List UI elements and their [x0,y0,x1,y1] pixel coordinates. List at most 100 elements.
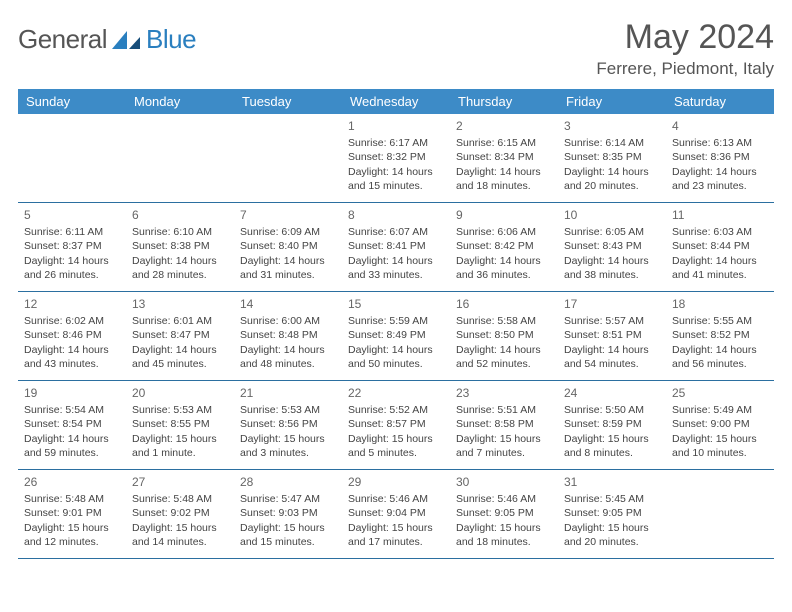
calendar-cell: 1Sunrise: 6:17 AMSunset: 8:32 PMDaylight… [342,114,450,202]
day-number: 9 [456,207,552,223]
sunset-text: Sunset: 8:52 PM [672,328,768,342]
sunrise-text: Sunrise: 5:47 AM [240,492,336,506]
sunrise-text: Sunrise: 5:46 AM [456,492,552,506]
daylight-text: Daylight: 14 hours and 38 minutes. [564,254,660,282]
calendar-cell: 8Sunrise: 6:07 AMSunset: 8:41 PMDaylight… [342,203,450,291]
daylight-text: Daylight: 14 hours and 18 minutes. [456,165,552,193]
calendar-cell: 18 Sunrise: 5:55 AMSunset: 8:52 PMDayligh… [666,292,774,380]
sunrise-text: Sunrise: 6:05 AM [564,225,660,239]
day-number: 3 [564,118,660,134]
header: General Blue May 2024 Ferrere, Piedmont,… [18,18,774,79]
day-header: Sunday [18,89,126,114]
sunrise-text: Sunrise: 5:48 AM [24,492,120,506]
sunset-text: Sunset: 8:57 PM [348,417,444,431]
day-number: 1 [348,118,444,134]
daylight-text: Daylight: 14 hours and 52 minutes. [456,343,552,371]
sunset-text: Sunset: 8:37 PM [24,239,120,253]
sunset-text: Sunset: 8:38 PM [132,239,228,253]
day-number: 18 [672,296,768,312]
daylight-text: Daylight: 14 hours and 59 minutes. [24,432,120,460]
sunrise-text: Sunrise: 6:00 AM [240,314,336,328]
calendar-cell: 22Sunrise: 5:52 AMSunset: 8:57 PMDayligh… [342,381,450,469]
sunrise-text: Sunrise: 6:10 AM [132,225,228,239]
sunrise-text: Sunrise: 5:45 AM [564,492,660,506]
day-number: 7 [240,207,336,223]
calendar-cell: 25Sunrise: 5:49 AMSunset: 9:00 PMDayligh… [666,381,774,469]
calendar-cell: 19Sunrise: 5:54 AMSunset: 8:54 PMDayligh… [18,381,126,469]
calendar-cell: 23Sunrise: 5:51 AMSunset: 8:58 PMDayligh… [450,381,558,469]
title-block: May 2024 Ferrere, Piedmont, Italy [596,18,774,79]
calendar-cell: 5Sunrise: 6:11 AMSunset: 8:37 PMDaylight… [18,203,126,291]
day-number: 17 [564,296,660,312]
sunset-text: Sunset: 8:36 PM [672,150,768,164]
calendar-cell-empty [18,114,126,202]
daylight-text: Daylight: 14 hours and 45 minutes. [132,343,228,371]
page-title: May 2024 [596,18,774,57]
sunset-text: Sunset: 8:59 PM [564,417,660,431]
sunrise-text: Sunrise: 5:50 AM [564,403,660,417]
page-location: Ferrere, Piedmont, Italy [596,59,774,79]
daylight-text: Daylight: 15 hours and 18 minutes. [456,521,552,549]
calendar-cell: 14Sunrise: 6:00 AMSunset: 8:48 PMDayligh… [234,292,342,380]
sunrise-text: Sunrise: 5:46 AM [348,492,444,506]
calendar-cell: 4Sunrise: 6:13 AMSunset: 8:36 PMDaylight… [666,114,774,202]
day-number: 25 [672,385,768,401]
calendar-cell: 26Sunrise: 5:48 AMSunset: 9:01 PMDayligh… [18,470,126,558]
day-number: 23 [456,385,552,401]
sunrise-text: Sunrise: 5:54 AM [24,403,120,417]
calendar-cell-empty [234,114,342,202]
sunset-text: Sunset: 8:51 PM [564,328,660,342]
calendar-cell: 9Sunrise: 6:06 AMSunset: 8:42 PMDaylight… [450,203,558,291]
sunrise-text: Sunrise: 5:57 AM [564,314,660,328]
day-number: 16 [456,296,552,312]
calendar-cell: 13Sunrise: 6:01 AMSunset: 8:47 PMDayligh… [126,292,234,380]
calendar-body: 1Sunrise: 6:17 AMSunset: 8:32 PMDaylight… [18,114,774,559]
day-number: 31 [564,474,660,490]
sunset-text: Sunset: 9:01 PM [24,506,120,520]
sunrise-text: Sunrise: 6:14 AM [564,136,660,150]
daylight-text: Daylight: 14 hours and 33 minutes. [348,254,444,282]
sunrise-text: Sunrise: 6:09 AM [240,225,336,239]
sunset-text: Sunset: 8:43 PM [564,239,660,253]
logo-sail-icon [110,29,144,51]
day-number: 4 [672,118,768,134]
calendar-cell-empty [126,114,234,202]
sunrise-text: Sunrise: 6:06 AM [456,225,552,239]
day-number: 13 [132,296,228,312]
calendar-cell: 30Sunrise: 5:46 AMSunset: 9:05 PMDayligh… [450,470,558,558]
daylight-text: Daylight: 15 hours and 15 minutes. [240,521,336,549]
calendar-week: 26Sunrise: 5:48 AMSunset: 9:01 PMDayligh… [18,470,774,559]
day-number: 11 [672,207,768,223]
sunset-text: Sunset: 9:05 PM [564,506,660,520]
calendar-week: 19Sunrise: 5:54 AMSunset: 8:54 PMDayligh… [18,381,774,470]
daylight-text: Daylight: 14 hours and 26 minutes. [24,254,120,282]
calendar-cell: 16 Sunrise: 5:58 AMSunset: 8:50 PMDayligh… [450,292,558,380]
sunrise-text: Sunrise: 5:48 AM [132,492,228,506]
sunset-text: Sunset: 8:44 PM [672,239,768,253]
sunset-text: Sunset: 8:50 PM [456,328,552,342]
sunset-text: Sunset: 8:55 PM [132,417,228,431]
sunrise-text: Sunrise: 5:58 AM [456,314,552,328]
calendar-cell: 11Sunrise: 6:03 AMSunset: 8:44 PMDayligh… [666,203,774,291]
day-number: 19 [24,385,120,401]
daylight-text: Daylight: 15 hours and 7 minutes. [456,432,552,460]
calendar-week: 12Sunrise: 6:02 AMSunset: 8:46 PMDayligh… [18,292,774,381]
sunrise-text: Sunrise: 5:59 AM [348,314,444,328]
calendar-cell: 12Sunrise: 6:02 AMSunset: 8:46 PMDayligh… [18,292,126,380]
daylight-text: Daylight: 14 hours and 56 minutes. [672,343,768,371]
calendar-cell: 29Sunrise: 5:46 AMSunset: 9:04 PMDayligh… [342,470,450,558]
sunset-text: Sunset: 9:00 PM [672,417,768,431]
sunset-text: Sunset: 8:47 PM [132,328,228,342]
sunrise-text: Sunrise: 5:49 AM [672,403,768,417]
sunrise-text: Sunrise: 6:02 AM [24,314,120,328]
day-header: Tuesday [234,89,342,114]
day-number: 29 [348,474,444,490]
sunset-text: Sunset: 9:02 PM [132,506,228,520]
day-number: 15 [348,296,444,312]
calendar-cell-empty [666,470,774,558]
sunrise-text: Sunrise: 5:55 AM [672,314,768,328]
sunset-text: Sunset: 8:41 PM [348,239,444,253]
day-number: 27 [132,474,228,490]
sunset-text: Sunset: 8:58 PM [456,417,552,431]
sunrise-text: Sunrise: 6:15 AM [456,136,552,150]
